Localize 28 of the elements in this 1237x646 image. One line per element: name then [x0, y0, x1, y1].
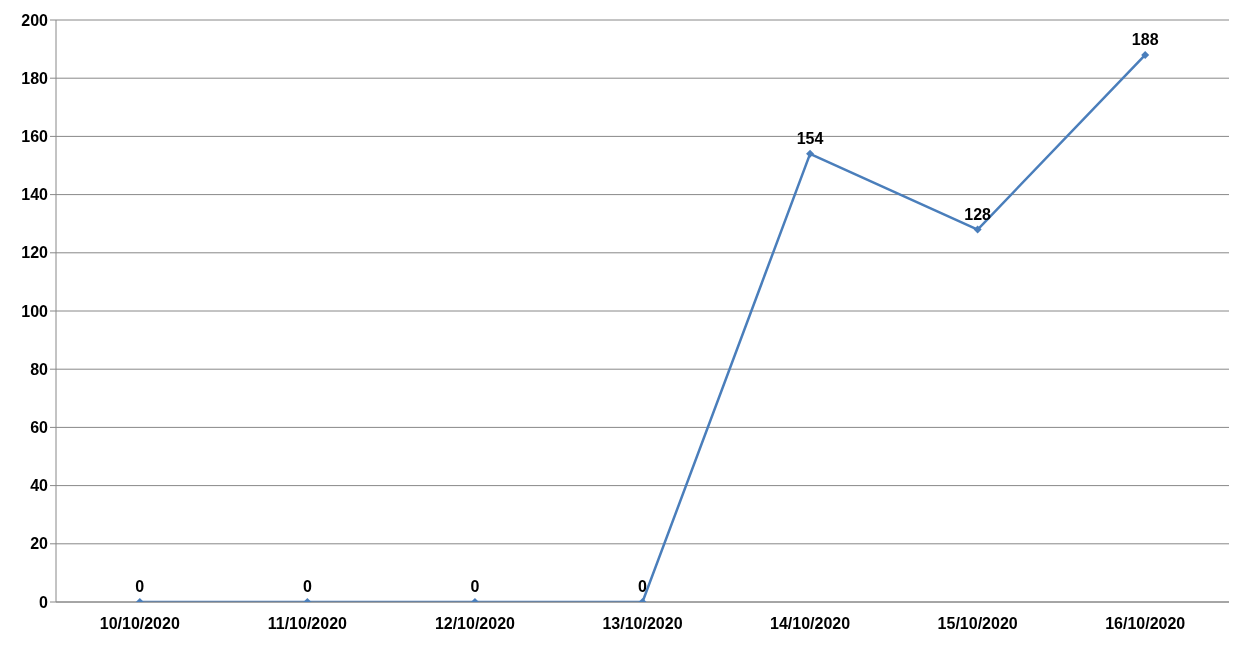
x-tick-label: 11/10/2020 — [267, 615, 348, 633]
data-label: 0 — [470, 578, 480, 595]
y-tick-label: 200 — [21, 11, 49, 29]
y-tick-label: 180 — [21, 69, 49, 87]
point — [973, 225, 982, 234]
y-tick-label: 160 — [21, 128, 49, 146]
point — [806, 149, 815, 158]
y-tick-label: 40 — [30, 477, 49, 495]
y-tick-label: 80 — [30, 360, 49, 378]
data-label: 0 — [302, 578, 312, 595]
y-tick-label: 120 — [21, 244, 49, 262]
y-tick-label: 20 — [30, 535, 49, 553]
data-label: 154 — [796, 129, 824, 147]
x-tick-label: 16/10/2020 — [1105, 615, 1186, 633]
x-tick-label: 14/10/2020 — [770, 615, 851, 633]
point — [1141, 50, 1150, 59]
data-label: 0 — [638, 578, 648, 595]
data-label: 0 — [135, 578, 145, 595]
x-tick-label: 13/10/2020 — [602, 615, 683, 633]
data-label: 128 — [964, 205, 992, 223]
x-tick-label: 10/10/2020 — [99, 615, 180, 633]
y-tick-label: 140 — [21, 186, 49, 204]
x-tick-label: 12/10/2020 — [434, 615, 516, 633]
y-tick-label: 60 — [30, 419, 49, 437]
x-tick-label: 15/10/2020 — [937, 615, 1018, 633]
y-tick-label: 100 — [21, 302, 49, 320]
y-tick-label: 0 — [39, 593, 49, 611]
data-label: 188 — [1131, 30, 1159, 48]
